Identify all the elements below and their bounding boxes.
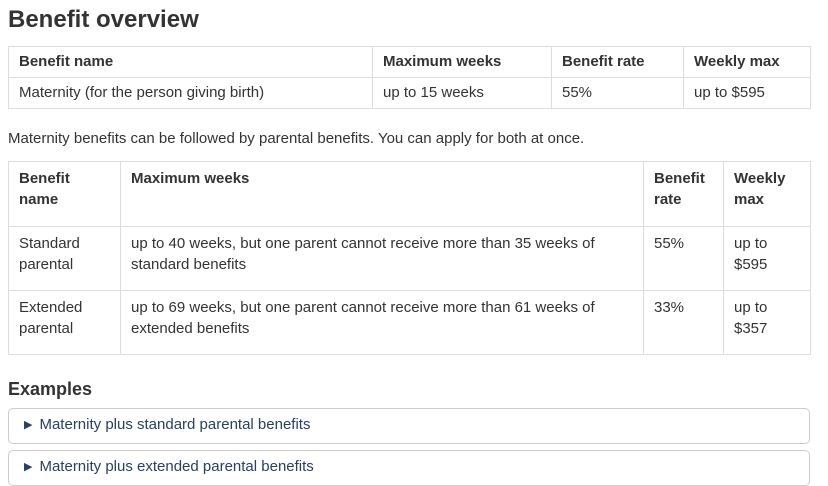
- maternity-note-text: Maternity benefits can be followed by pa…: [8, 130, 585, 147]
- cell-weekly-max: up to $595: [683, 77, 811, 109]
- header-maximum-weeks: Maximum weeks: [372, 46, 552, 78]
- expander-maternity-standard-parental: ▶ Maternity plus standard parental benefi…: [8, 408, 810, 444]
- cell-benefit-name: Maternity (for the person giving birth): [8, 77, 373, 109]
- header-benefit-rate: Benefit rate: [551, 46, 684, 78]
- table-row-extended-parental: Extended parental up to 69 weeks, but on…: [8, 290, 811, 355]
- table-row: Maternity (for the person giving birth) …: [8, 77, 811, 109]
- page-title: Benefit overview: [8, 6, 199, 33]
- cell-benefit-rate: 55%: [643, 226, 724, 291]
- expander-maternity-extended-parental: ▶ Maternity plus extended parental benefi…: [8, 450, 810, 486]
- triangle-right-icon: ▶: [24, 419, 33, 431]
- header-benefit-name: Benefit name: [8, 161, 121, 227]
- header-maximum-weeks: Maximum weeks: [120, 161, 644, 227]
- benefit-overview-table: Benefit name Maximum weeks Benefit rate …: [8, 46, 811, 109]
- cell-maximum-weeks: up to 15 weeks: [372, 77, 552, 109]
- table-row-standard-parental: Standard parental up to 40 weeks, but on…: [8, 226, 811, 291]
- header-benefit-rate: Benefit rate: [643, 161, 724, 227]
- cell-benefit-name: Standard parental: [8, 226, 121, 291]
- table-header-row: Benefit name Maximum weeks Benefit rate …: [8, 161, 811, 227]
- cell-benefit-name: Extended parental: [8, 290, 121, 355]
- cell-weekly-max: up to $357: [723, 290, 811, 355]
- cell-benefit-rate: 55%: [551, 77, 684, 109]
- table-header-row: Benefit name Maximum weeks Benefit rate …: [8, 46, 811, 78]
- cell-maximum-weeks: up to 40 weeks, but one parent cannot re…: [120, 226, 644, 291]
- parental-benefits-table: Benefit name Maximum weeks Benefit rate …: [8, 161, 811, 355]
- expander-summary-maternity-extended-parental[interactable]: ▶ Maternity plus extended parental benefi…: [9, 451, 809, 485]
- expander-label: Maternity plus standard parental benefit…: [39, 416, 311, 433]
- header-weekly-max: Weekly max: [723, 161, 811, 227]
- expander-summary-maternity-standard-parental[interactable]: ▶ Maternity plus standard parental benefi…: [9, 409, 809, 443]
- cell-maximum-weeks: up to 69 weeks, but one parent cannot re…: [120, 290, 644, 355]
- header-benefit-name: Benefit name: [8, 46, 373, 78]
- cell-weekly-max: up to $595: [723, 226, 811, 291]
- examples-heading: Examples: [8, 379, 93, 399]
- header-weekly-max: Weekly max: [683, 46, 811, 78]
- triangle-right-icon: ▶: [24, 461, 33, 473]
- expander-label: Maternity plus extended parental benefit…: [39, 458, 314, 475]
- cell-benefit-rate: 33%: [643, 290, 724, 355]
